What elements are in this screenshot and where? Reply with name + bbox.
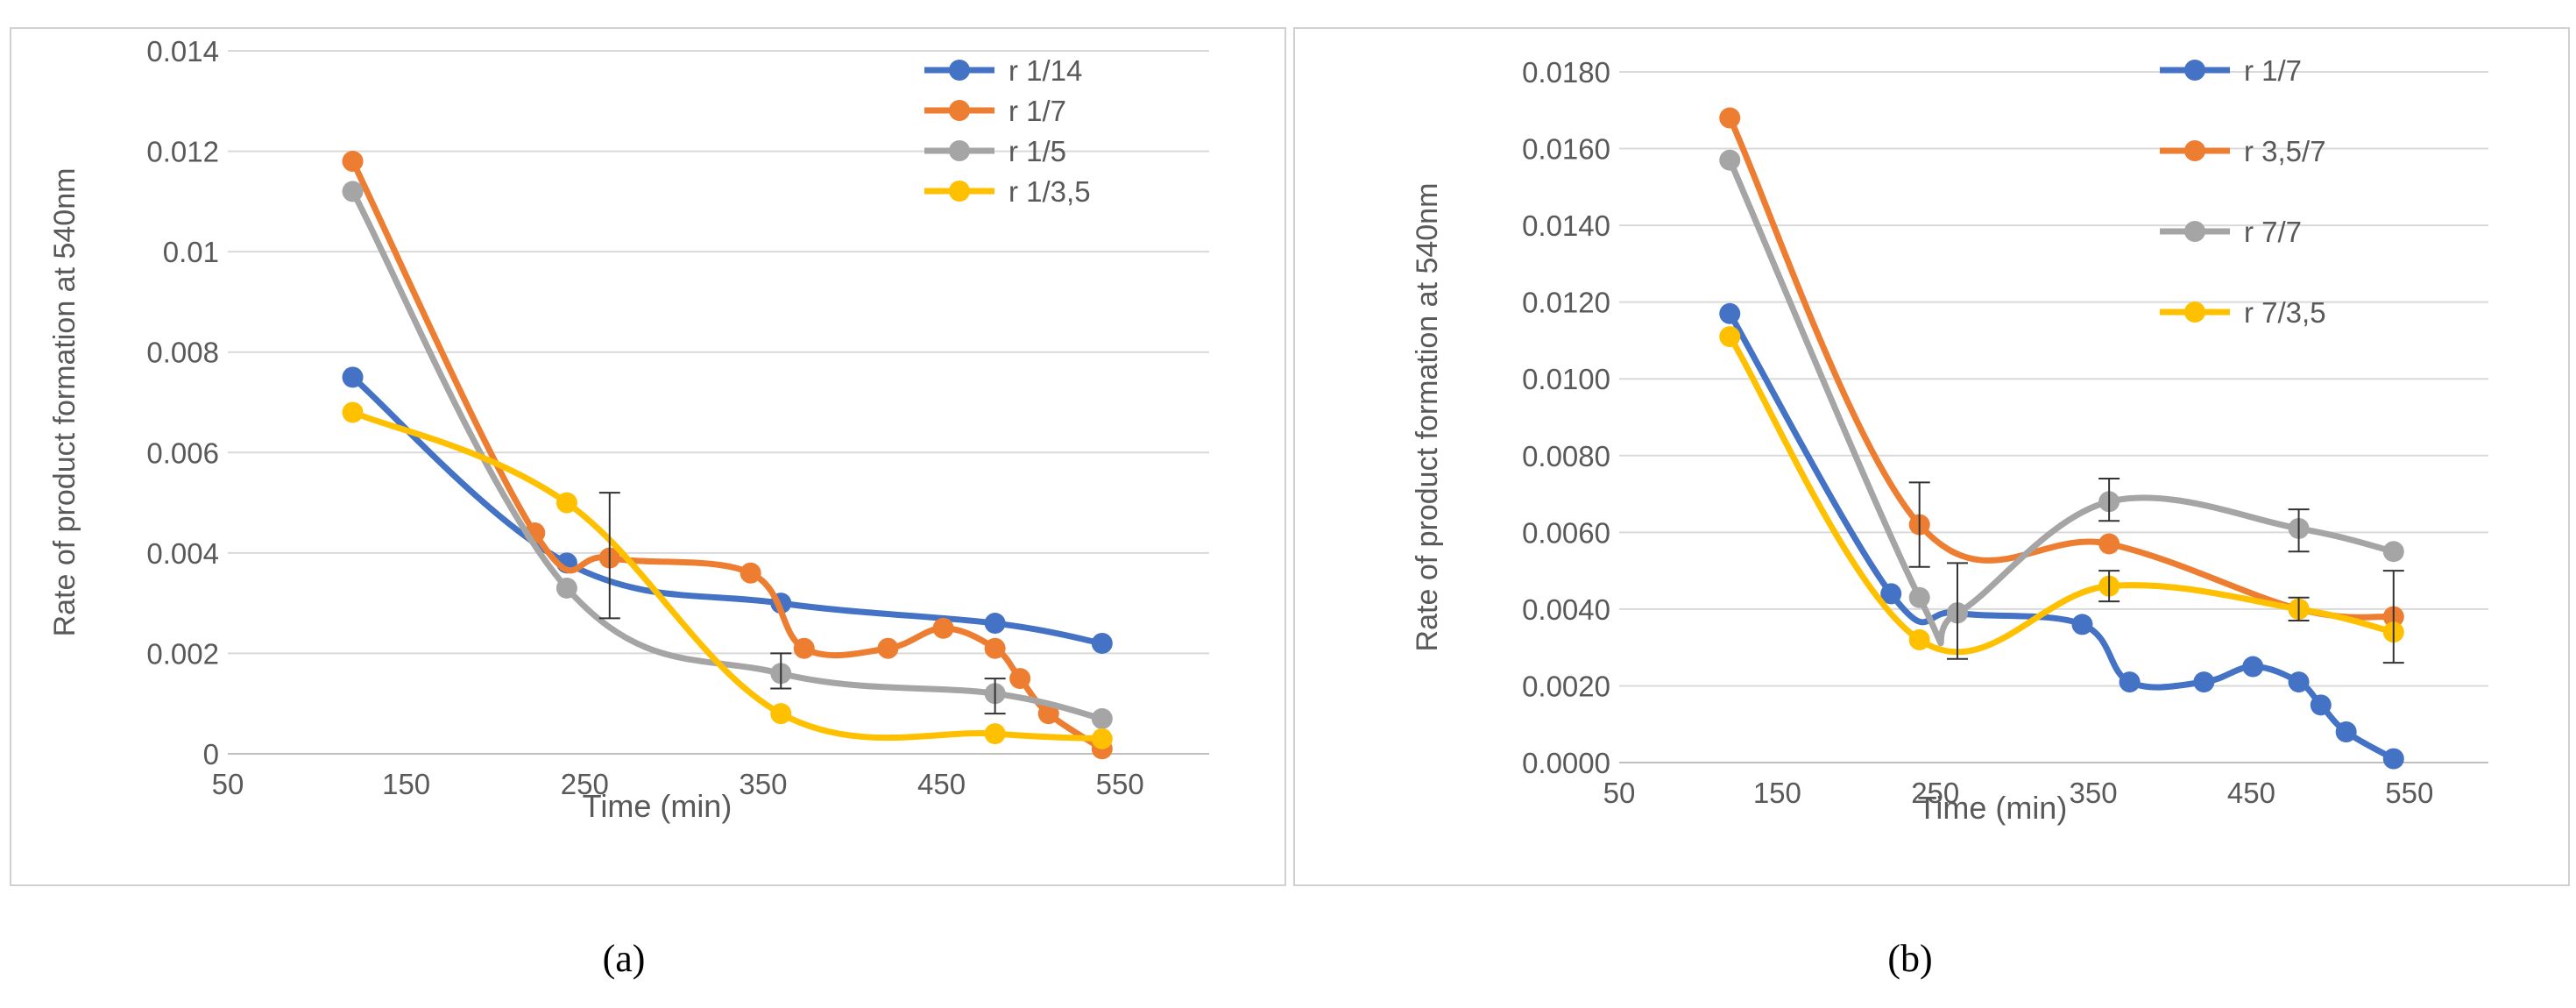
chart-b-legend-label: r 7/7 [2244,216,2302,248]
chart-a-series-4-point [556,492,577,514]
chart-a-series-1-point [984,613,1006,635]
chart-a-y-tick-label: 0.002 [146,637,219,670]
chart-a-series-2-point [793,637,815,659]
chart-b-legend-label: r 7/3,5 [2244,296,2326,329]
chart-a-y-tick-label: 0.008 [146,337,219,369]
chart-b-series-1-point [2288,671,2310,693]
chart-b-x-axis-title: Time (min) [1918,790,2068,826]
chart-b-legend-label: r 3,5/7 [2244,135,2326,167]
chart-a: 0 0.002 0.004 0.006 0.008 0.01 0.012 0.014 50 150… [48,35,1209,824]
chart-b-series-4-point [1908,628,1930,650]
chart-a-series-3-point [556,577,577,599]
chart-a-y-tick-label: 0.004 [146,537,219,570]
chart-a-legend-marker [949,181,970,202]
chart-b-y-tick-label: 0.0100 [1522,363,1610,395]
chart-b-x-tick-label: 150 [1753,777,1801,809]
chart-b-series-1-point [2310,694,2332,716]
chart-a-y-tick-label: 0.012 [146,136,219,168]
chart-b-series-4-point [1719,326,1741,348]
chart-a-series-2-point [984,637,1006,659]
chart-a-series-2-point [342,151,364,173]
chart-a-x-tick-label: 150 [382,768,430,800]
chart-b-x-tick-label: 250 [1911,777,1959,809]
chart-a-x-tick-label: 50 [212,768,244,800]
chart-a-y-tick-label: 0 [203,738,219,770]
chart-a-x-tick-label: 250 [561,768,609,800]
chart-b-series-1-point [2335,721,2357,742]
chart-a-y-tick-label: 0.014 [146,35,219,67]
chart-b-legend-label: r 1/7 [2244,54,2302,87]
chart-b-series-1-point [1880,583,1902,605]
chart-b-series-3-point [2382,541,2404,563]
caption-b: (b) [1887,937,1932,980]
chart-a-series-1-point [1091,632,1113,654]
chart-a-series-4-point [1091,728,1113,749]
chart-a-series-2-point [1037,703,1059,725]
chart-a-legend-label: r 1/7 [1008,95,1066,127]
chart-b-series-2-point [1719,107,1741,129]
chart-a-series-4-point [770,703,792,725]
caption-a: (a) [603,937,646,980]
chart-b-x-tick-label: 50 [1603,777,1636,809]
chart-b-legend-marker [2184,60,2205,81]
chart-a-legend-label: r 1/14 [1008,54,1082,87]
chart-b-x-tick-label: 550 [2385,777,2433,809]
chart-b-y-tick-label: 0.0120 [1522,287,1610,319]
chart-a-series-4-point [342,401,364,423]
chart-b: 0.0000 0.0020 0.0040 0.0060 0.0080 0.0100 0.01… [1411,54,2488,826]
chart-b-series-1-point [2382,748,2404,770]
panel-b-frame [1293,27,2570,886]
chart-a-legend-marker [949,100,970,121]
chart-b-y-tick-label: 0.0080 [1522,440,1610,472]
chart-b-y-tick-label: 0.0140 [1522,209,1610,242]
chart-b-series-1-point [1719,302,1741,324]
chart-b-series-2-point [2098,533,2120,555]
chart-b-y-tick-label: 0.0040 [1522,593,1610,626]
chart-b-series-1-point [2193,671,2215,693]
chart-b-y-tick-label: 0.0180 [1522,56,1610,89]
chart-a-legend-marker [949,60,970,81]
chart-b-series-1-point [2242,656,2264,678]
chart-a-series-3-point [1091,707,1113,729]
chart-a-x-tick-label: 550 [1096,768,1144,800]
chart-b-y-tick-label: 0.0160 [1522,133,1610,166]
panel-a-frame [10,27,1286,886]
chart-b-legend-marker [2184,302,2205,323]
chart-b-x-tick-label: 350 [2070,777,2118,809]
chart-a-y-axis-title: Rate of product formation at 540nm [48,168,81,637]
chart-b-y-tick-label: 0.0060 [1522,516,1610,549]
chart-a-x-tick-label: 450 [917,768,966,800]
chart-b-series-3-point [1719,149,1741,171]
chart-a-legend-label: r 1/3,5 [1008,175,1091,208]
chart-a-series-line-4 [350,408,1106,742]
chart-b-series-1-point [2119,671,2141,693]
chart-a-legend-marker [949,140,970,161]
chart-b-series-1-point [2071,614,2093,635]
chart-a-series-2-point [740,562,761,584]
chart-b-series-3-point [1908,586,1930,608]
chart-a-legend-label: r 1/5 [1008,135,1066,167]
chart-b-series-line-3 [1726,157,2397,647]
chart-b-y-axis-title: Rate of product formation at 540nm [1411,183,1444,652]
chart-b-x-tick-label: 450 [2227,777,2275,809]
chart-a-series-3-point [342,181,364,202]
chart-b-legend-marker [2184,140,2205,161]
chart-b-y-tick-label: 0.0020 [1522,670,1610,702]
chart-b-legend-marker [2184,221,2205,242]
chart-b-y-tick-label: 0.0000 [1522,747,1610,779]
chart-a-series-1-point [342,366,364,388]
chart-a-x-tick-label: 350 [739,768,787,800]
chart-a-x-axis-title: Time (min) [583,788,732,824]
chart-a-series-line-1 [350,373,1106,647]
chart-a-series-2-point [932,617,954,639]
chart-a-y-tick-label: 0.006 [146,437,219,469]
chart-a-y-tick-label: 0.01 [163,236,219,268]
chart-a-series-4-point [984,723,1006,745]
chart-a-series-2-point [877,637,899,659]
chart-a-series-2-point [1009,668,1031,690]
